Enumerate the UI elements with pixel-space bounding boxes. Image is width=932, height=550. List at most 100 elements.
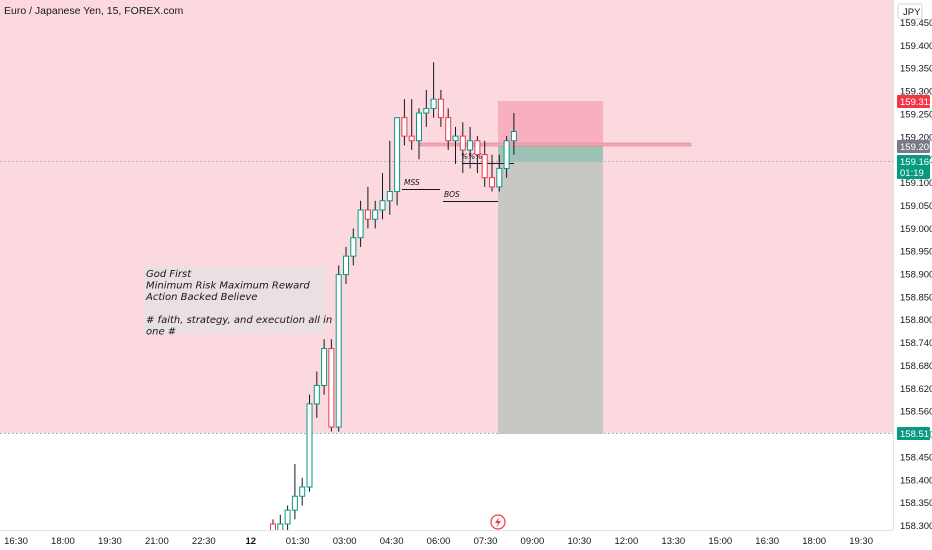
candle	[350, 228, 357, 266]
candle-body	[379, 200, 386, 211]
x-tick-label: 15:00	[708, 536, 732, 547]
candle-body	[459, 135, 466, 151]
candle	[372, 200, 379, 229]
y-tick-label: 158.680	[900, 361, 932, 372]
candle-body	[408, 135, 415, 142]
candle	[284, 505, 291, 534]
candle-body	[510, 131, 517, 142]
x-tick-label: 18:00	[802, 536, 826, 547]
y-tick-label: 159.400	[900, 41, 932, 52]
candle	[416, 108, 422, 160]
candle	[510, 113, 517, 155]
candle	[306, 394, 313, 492]
entry-price-text: 159.205	[900, 142, 932, 153]
y-tick-label: 159.200	[900, 132, 932, 143]
candle	[489, 154, 495, 192]
y-tick-label: 159.300	[900, 87, 932, 98]
x-tick-label: 13:30	[661, 536, 685, 547]
candle-body	[335, 274, 342, 428]
x-tick-label: 12:00	[614, 536, 638, 547]
candle	[481, 140, 488, 187]
x-tick-label: 09:00	[521, 536, 545, 547]
x-tick-label: 03:00	[333, 536, 357, 547]
countdown-text: 01:19	[900, 168, 924, 179]
x-tick-label: 22:30	[192, 536, 216, 547]
candle-body	[430, 98, 437, 109]
current-price-tag	[897, 155, 930, 179]
y-tick-label: 158.620	[900, 384, 932, 395]
x-tick-label: 01:30	[286, 536, 310, 547]
stop-price-tag	[897, 95, 930, 108]
candle	[386, 140, 393, 215]
candle	[430, 62, 437, 118]
currency-label: JPY	[903, 7, 921, 18]
lightning-icon[interactable]	[490, 514, 506, 530]
chart-title: Euro / Japanese Yen, 15, FOREX.com	[4, 5, 183, 17]
candle-body	[357, 209, 364, 239]
y-tick-label: 158.450	[900, 452, 932, 463]
y-tick-label: 158.800	[900, 315, 932, 326]
candle-body	[489, 177, 495, 188]
candle-body	[372, 209, 379, 220]
entry-price-tag	[897, 140, 930, 153]
candle	[445, 108, 452, 150]
x-tick-label: 06:00	[427, 536, 451, 547]
pct-label: %%%	[461, 152, 482, 161]
x-tick-label: 16:30	[755, 536, 779, 547]
candle	[474, 136, 481, 174]
x-tick-label: 21:00	[145, 536, 169, 547]
candle	[313, 371, 320, 418]
candle	[299, 477, 306, 506]
candle	[291, 463, 298, 520]
candle	[401, 99, 408, 146]
y-tick-label: 158.400	[900, 475, 932, 486]
candle	[328, 339, 335, 432]
candle	[467, 126, 474, 169]
note-line: Action Backed Believe	[145, 292, 257, 303]
candle-body	[321, 348, 328, 386]
y-tick-label: 159.350	[900, 64, 932, 75]
note-box[interactable]	[144, 266, 326, 334]
note-line: God First	[146, 269, 192, 280]
y-tick-label: 158.300	[900, 521, 932, 532]
target-price-text: 158.517	[900, 429, 932, 440]
note-line: one #	[146, 327, 176, 338]
stop-level-bar	[419, 142, 692, 147]
candle	[394, 117, 401, 206]
y-tick-label: 159.250	[900, 109, 932, 120]
x-tick-label: 19:30	[849, 536, 873, 547]
candle-body	[364, 209, 371, 220]
candle-body	[284, 509, 291, 525]
candle	[364, 186, 371, 229]
price-axis[interactable]	[893, 0, 932, 530]
currency-label-box[interactable]	[897, 3, 923, 20]
candle	[357, 200, 364, 247]
candle	[437, 89, 444, 127]
candle-body	[299, 486, 306, 497]
y-tick-label: 159.100	[900, 178, 932, 189]
reward-zone-top	[498, 146, 603, 162]
x-tick-label: 16:30	[4, 536, 28, 547]
time-axis[interactable]	[0, 530, 932, 550]
candle	[423, 89, 430, 127]
x-tick-label: 10:30	[568, 536, 592, 547]
y-axis-ticks: 159.450 159.400 159.350 159.300 159.250 159.2…	[900, 18, 932, 532]
candle	[379, 173, 386, 220]
candle	[459, 122, 466, 174]
candle	[496, 154, 503, 192]
candle-body	[306, 403, 313, 488]
candle-body	[401, 117, 408, 137]
candle	[321, 339, 328, 395]
stop-price-text: 159.311	[900, 97, 932, 108]
note-line: # faith, strategy, and execution all in	[146, 315, 332, 326]
candle	[408, 99, 415, 150]
y-tick-label: 158.900	[900, 270, 932, 281]
candle	[503, 136, 510, 178]
candle-body	[386, 191, 393, 202]
mss-label: MSS	[404, 178, 420, 187]
y-tick-label: 158.560	[900, 407, 932, 418]
candle-body	[481, 154, 488, 179]
y-tick-label: 158.350	[900, 498, 932, 509]
